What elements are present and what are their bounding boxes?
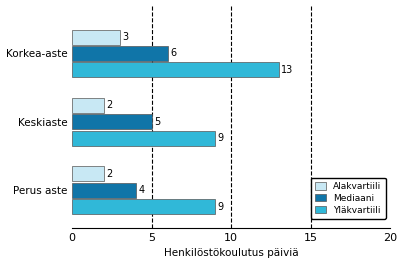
Bar	[72, 114, 152, 129]
Text: 2: 2	[106, 169, 112, 179]
Bar	[72, 30, 120, 45]
X-axis label: Henkilöstökoulutus päiviä: Henkilöstökoulutus päiviä	[164, 248, 299, 258]
Text: 13: 13	[281, 65, 294, 75]
Text: 6: 6	[170, 49, 176, 58]
Bar	[72, 199, 215, 214]
Text: 2: 2	[106, 101, 112, 111]
Bar	[72, 131, 215, 146]
Legend: Alakvartiili, Mediaani, Yläkvartiili: Alakvartiili, Mediaani, Yläkvartiili	[311, 178, 386, 219]
Text: 5: 5	[154, 117, 160, 127]
Text: 3: 3	[122, 32, 128, 42]
Bar	[72, 183, 136, 198]
Text: 9: 9	[218, 133, 224, 143]
Bar	[72, 46, 168, 61]
Bar	[72, 166, 104, 181]
Bar	[72, 98, 104, 113]
Text: 4: 4	[138, 185, 144, 195]
Bar	[72, 62, 279, 77]
Text: 9: 9	[218, 202, 224, 212]
